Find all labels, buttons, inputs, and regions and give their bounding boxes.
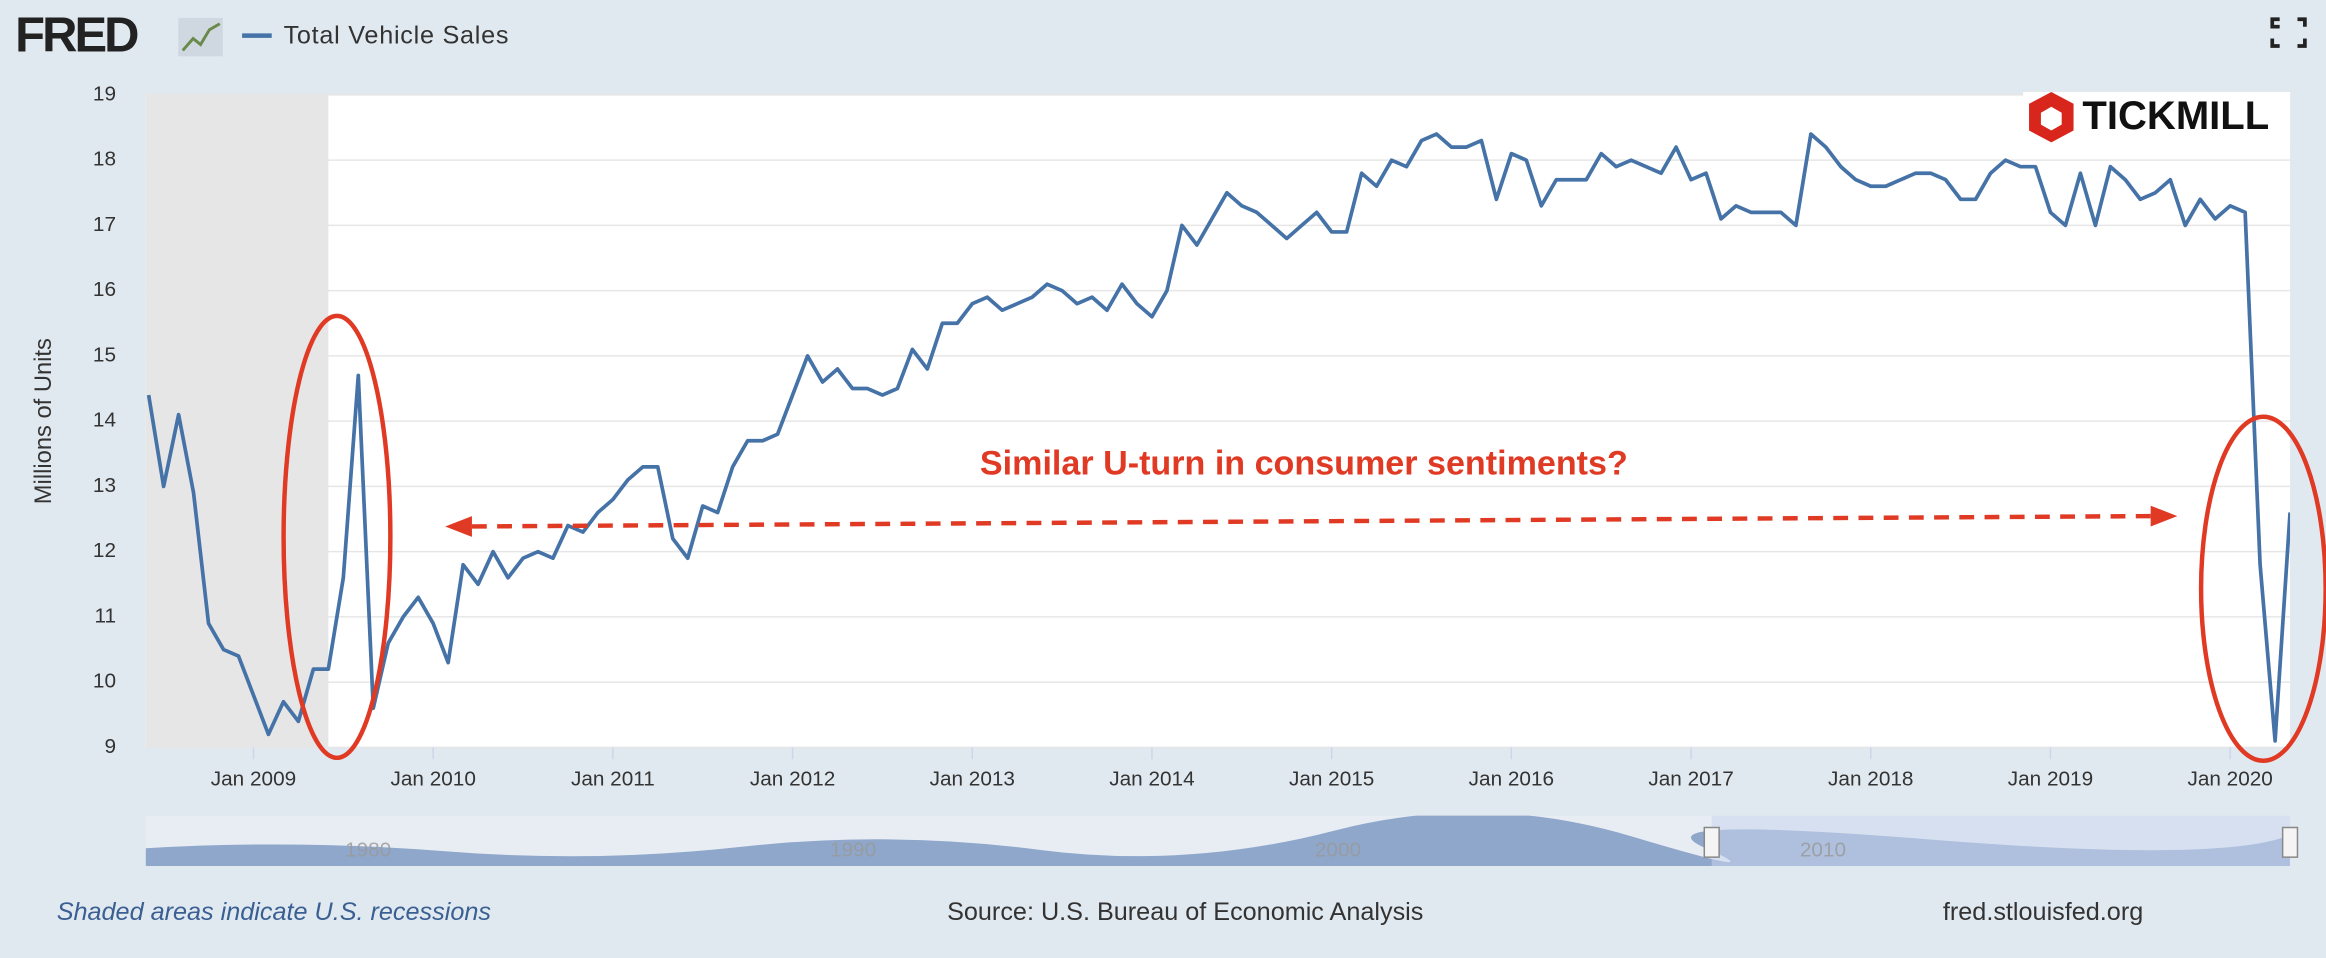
footer-note: Shaded areas indicate U.S. recessions [57, 898, 492, 926]
x-tick-label: Jan 2015 [1289, 768, 1374, 791]
navigator-handle[interactable] [2281, 826, 2299, 858]
watermark-text: TICKMILL [2082, 94, 2269, 138]
x-tick-label: Jan 2010 [390, 768, 475, 791]
x-tick-label: Jan 2020 [2187, 768, 2272, 791]
logo-icon-line [181, 22, 221, 52]
x-tick-label: Jan 2013 [930, 768, 1015, 791]
y-tick-label: 12 [93, 539, 116, 562]
x-tick-label: Jan 2016 [1469, 768, 1554, 791]
fullscreen-icon[interactable] [2270, 17, 2307, 48]
x-tick-label: Jan 2011 [571, 768, 655, 791]
highlight-ellipse [281, 313, 393, 761]
navigator-label: 2000 [1315, 839, 1361, 862]
y-tick-label: 11 [94, 604, 116, 627]
y-tick-label: 15 [93, 343, 116, 366]
footer-source: Source: U.S. Bureau of Economic Analysis [947, 898, 1423, 926]
navigator: 19801990200020102020 [145, 815, 2291, 867]
x-tick-label: Jan 2009 [211, 768, 296, 791]
y-axis-label: Millions of Units [31, 338, 57, 504]
data-line [146, 132, 2291, 743]
x-tick-label: Jan 2018 [1828, 768, 1913, 791]
y-tick-label: 10 [93, 670, 116, 693]
x-tick-label: Jan 2014 [1109, 768, 1194, 791]
y-tick-label: 13 [93, 474, 116, 497]
logo-icon [178, 17, 223, 57]
arrow-head-right [2150, 505, 2178, 527]
navigator-label: 1990 [830, 839, 876, 862]
x-tick-label: Jan 2012 [750, 768, 835, 791]
annotation-arrow [471, 513, 2154, 529]
navigator-label: 2010 [1800, 839, 1846, 862]
y-tick-label: 14 [93, 409, 116, 432]
navigator-selection [1711, 815, 2291, 867]
navigator-label: 1980 [345, 839, 391, 862]
y-tick-label: 16 [93, 278, 116, 301]
y-tick-label: 18 [93, 148, 116, 171]
x-tick-label: Jan 2017 [1648, 768, 1733, 791]
legend-label: Total Vehicle Sales [284, 22, 510, 50]
y-tick-label: 17 [93, 213, 116, 236]
navigator-handle[interactable] [1703, 826, 1720, 858]
annotation: Similar U-turn in consumer sentiments? [980, 445, 1628, 483]
y-tick-label: 9 [104, 735, 116, 758]
y-tick-label: 19 [93, 82, 116, 105]
x-tick-label: Jan 2019 [2008, 768, 2093, 791]
logo: FRED [15, 8, 138, 62]
footer-site: fred.stlouisfed.org [1943, 898, 2143, 926]
arrow-head-left [445, 516, 472, 537]
watermark-icon-inner [2040, 106, 2062, 131]
watermark: TICKMILL [2023, 91, 2291, 146]
